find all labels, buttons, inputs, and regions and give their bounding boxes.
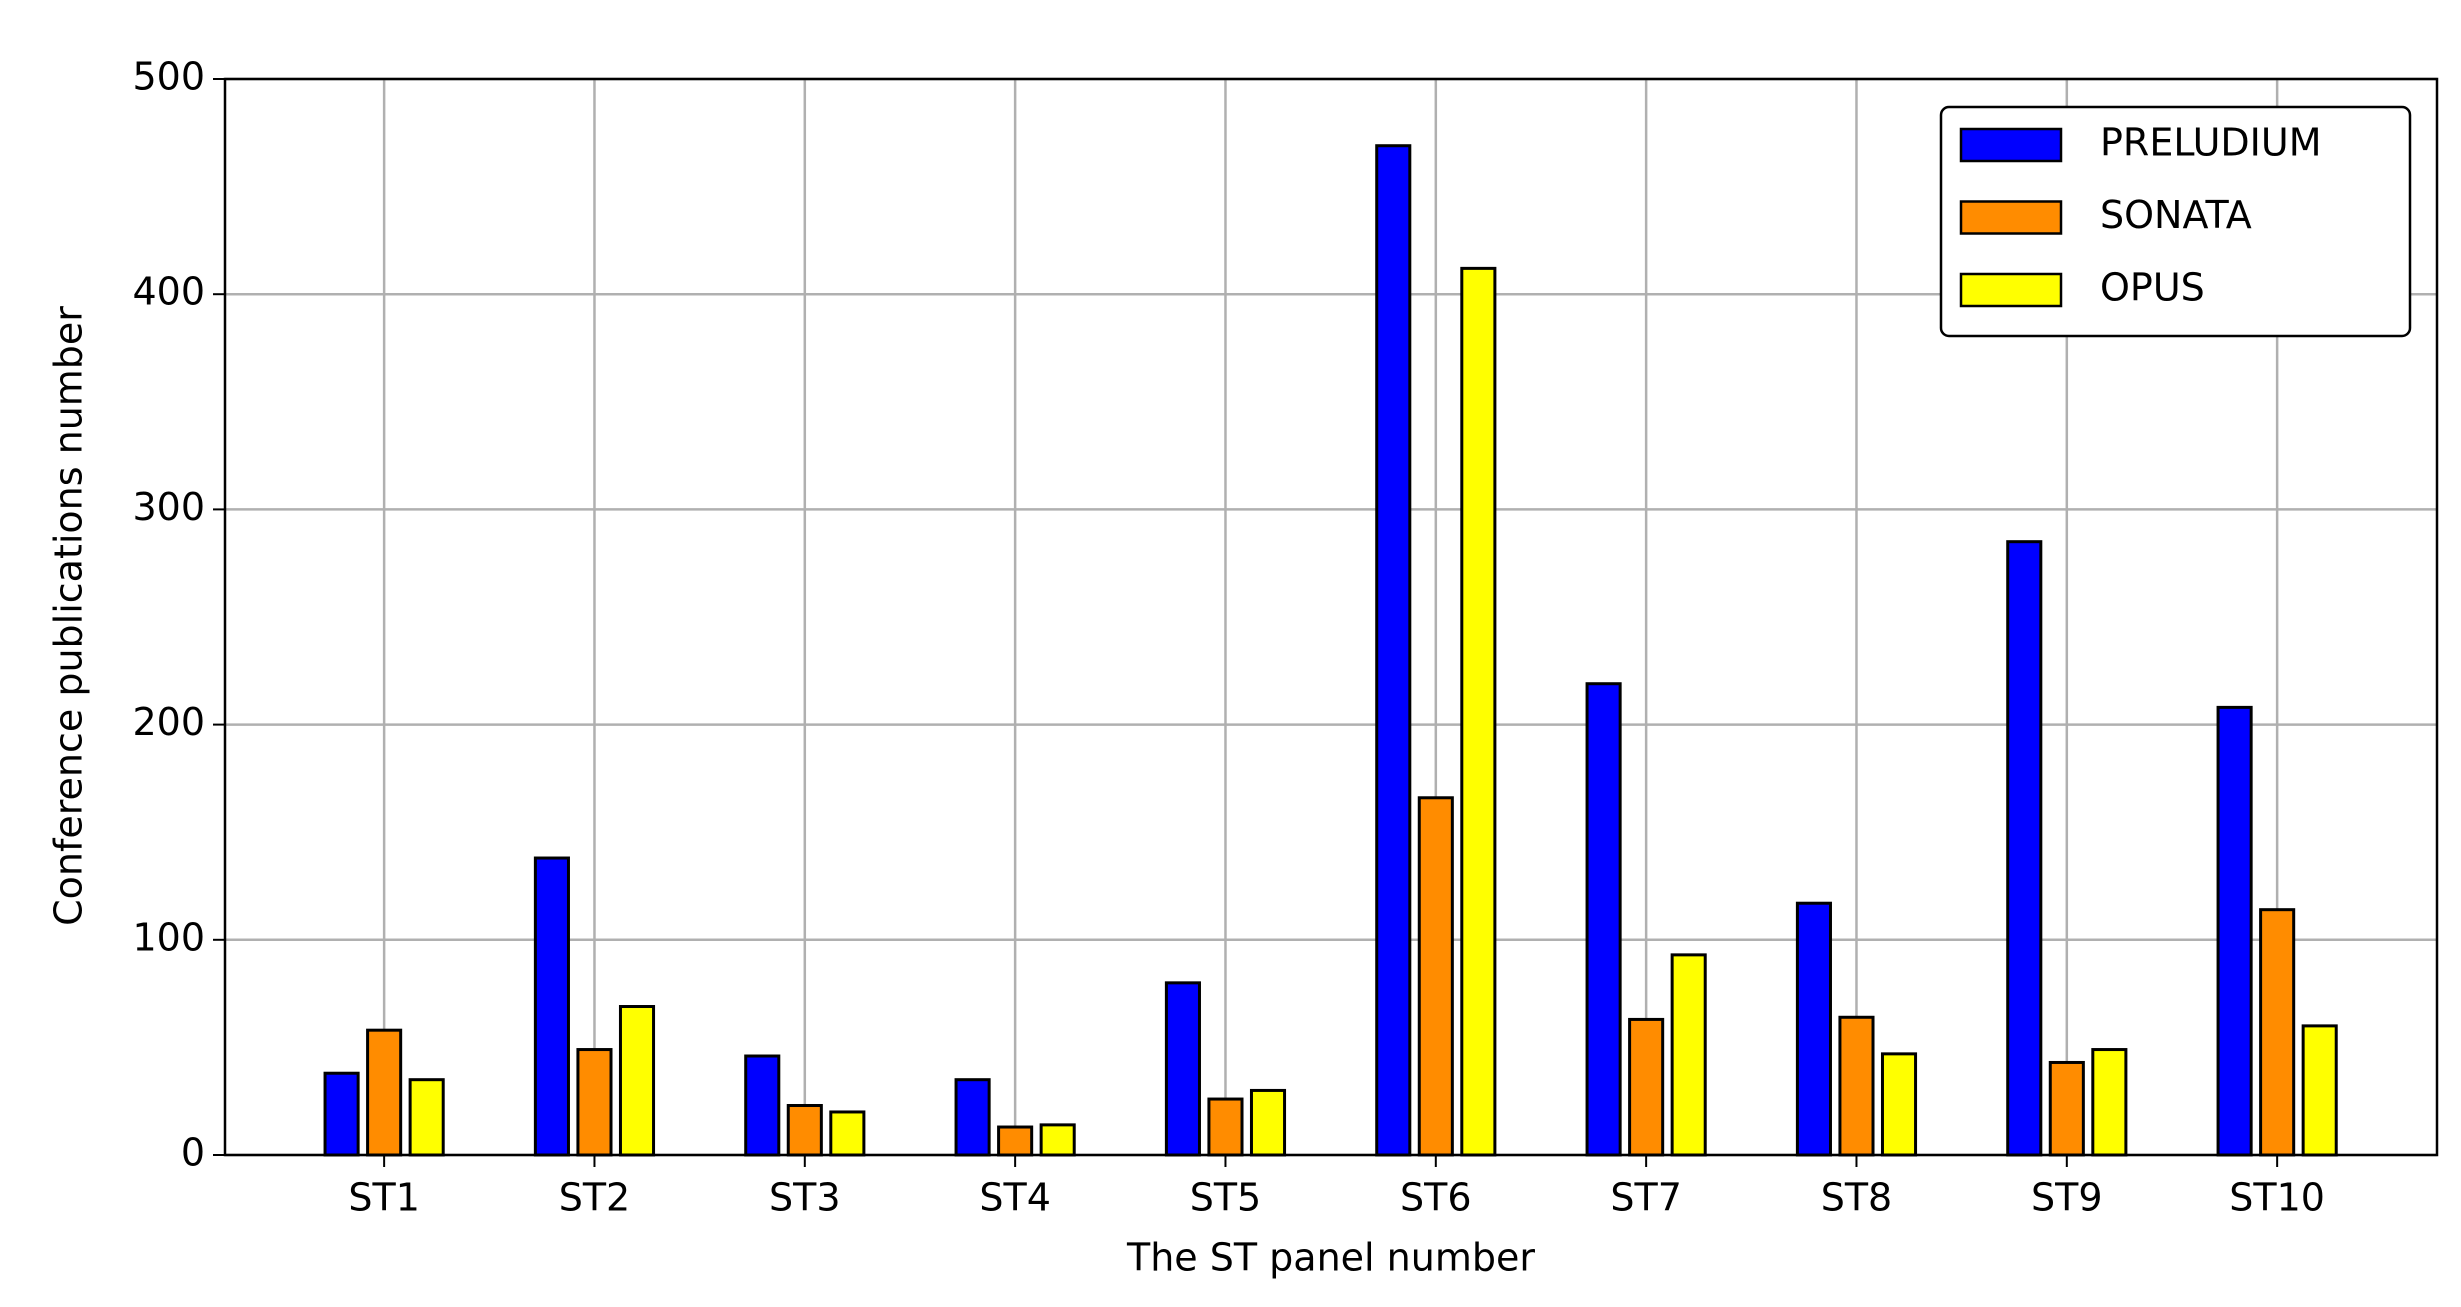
bar xyxy=(1585,682,1622,1157)
bar xyxy=(2048,1060,2085,1157)
y-tick-label: 300 xyxy=(132,485,205,529)
x-tick-label: ST1 xyxy=(348,1176,420,1220)
legend-label: OPUS xyxy=(2100,266,2205,310)
y-tick-label: 500 xyxy=(132,55,205,99)
legend: PRELUDIUM SONATA OPUS xyxy=(1939,105,2412,338)
x-tick-label: ST4 xyxy=(979,1176,1051,1220)
plot-frame xyxy=(223,77,2439,1157)
bar xyxy=(323,1071,360,1157)
bar xyxy=(1207,1097,1244,1157)
y-tick-label: 0 xyxy=(181,1131,205,1175)
bar xyxy=(1164,981,1201,1157)
bar xyxy=(786,1104,823,1157)
y-tick-label: 200 xyxy=(132,700,205,744)
bar xyxy=(618,1005,656,1157)
bar xyxy=(1880,1052,1918,1157)
y-tick-label: 100 xyxy=(132,915,205,959)
bar xyxy=(576,1048,613,1157)
bar xyxy=(1417,796,1454,1157)
x-tick-label: ST10 xyxy=(2229,1176,2325,1220)
bar xyxy=(1375,144,1412,1157)
y-tick-label: 400 xyxy=(132,270,205,314)
x-tick-label: ST8 xyxy=(1821,1176,1893,1220)
legend-swatch xyxy=(1959,272,2063,308)
bar xyxy=(1460,266,1497,1157)
bar xyxy=(1249,1088,1287,1157)
bar xyxy=(1795,901,1832,1157)
x-tick-label: ST2 xyxy=(559,1176,631,1220)
bar xyxy=(1039,1123,1076,1157)
x-tick-label: ST5 xyxy=(1190,1176,1262,1220)
bar xyxy=(829,1110,866,1157)
x-tick-label: ST3 xyxy=(769,1176,841,1220)
bar xyxy=(997,1125,1034,1157)
y-axis-label: Conference publications number xyxy=(47,306,91,926)
bar xyxy=(744,1054,781,1157)
x-tick-label: ST6 xyxy=(1400,1176,1472,1220)
x-tick-label: ST9 xyxy=(2031,1176,2103,1220)
bar xyxy=(408,1078,445,1157)
bar xyxy=(533,856,570,1157)
legend-label: PRELUDIUM xyxy=(2100,121,2322,165)
legend-swatch xyxy=(1959,127,2063,163)
bar xyxy=(2301,1024,2338,1157)
bar xyxy=(2091,1048,2128,1157)
legend-label: SONATA xyxy=(2100,193,2252,237)
bar xyxy=(1670,953,1707,1157)
bar xyxy=(954,1078,991,1157)
x-tick-label: ST7 xyxy=(1610,1176,1682,1220)
bar xyxy=(2006,540,2043,1157)
bar xyxy=(366,1028,403,1157)
bar xyxy=(1838,1015,1875,1157)
bar xyxy=(1628,1017,1665,1157)
bar xyxy=(2216,705,2253,1157)
bar xyxy=(2259,908,2296,1157)
x-axis-label: The ST panel number xyxy=(1126,1236,1535,1280)
legend-swatch xyxy=(1959,200,2063,235)
